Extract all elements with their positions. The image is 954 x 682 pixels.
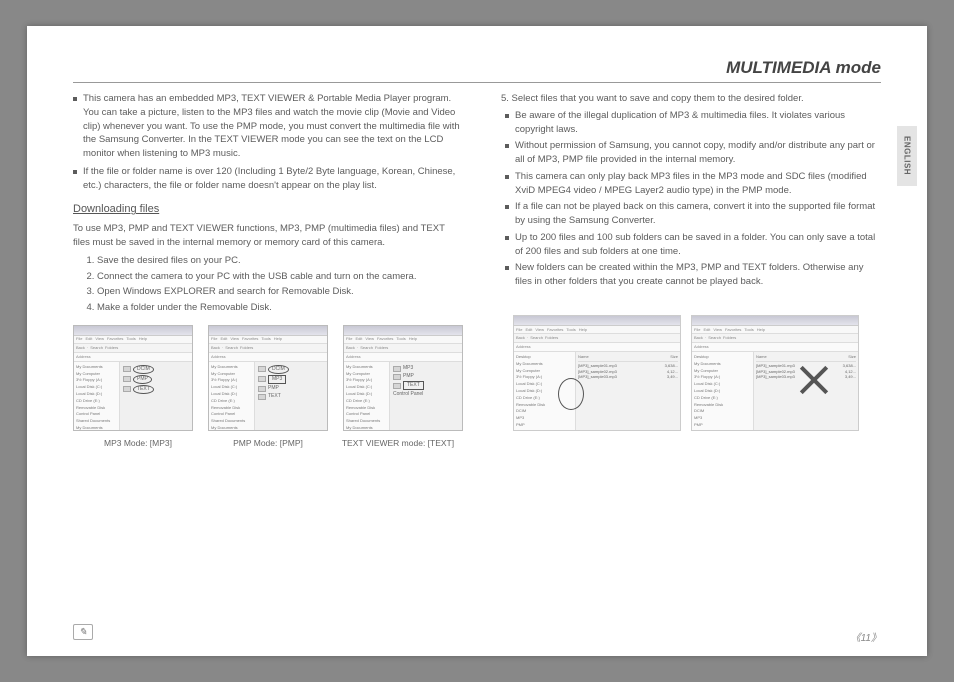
screenshot-captions: MP3 Mode: [MP3] PMP Mode: [PMP] TEXT VIE… bbox=[73, 437, 463, 449]
note: This camera can only play back MP3 files… bbox=[505, 170, 881, 198]
note-icon: ✎ bbox=[73, 624, 93, 640]
columns: This camera has an embedded MP3, TEXT VI… bbox=[73, 92, 881, 449]
note: Up to 200 files and 100 sub folders can … bbox=[505, 231, 881, 259]
note: Without permission of Samsung, you canno… bbox=[505, 139, 881, 167]
explorer-screenshot-2: FileEditViewFavoritesToolsHelp Back · Se… bbox=[208, 325, 328, 431]
steps-list: Save the desired files on your PC. Conne… bbox=[73, 254, 463, 315]
notes-bullets: Be aware of the illegal duplication of M… bbox=[491, 109, 881, 289]
lead-text: To use MP3, PMP and TEXT VIEWER function… bbox=[73, 222, 463, 250]
screenshot-row: FileEditViewFavoritesToolsHelp Back · Se… bbox=[73, 325, 463, 431]
step: Connect the camera to your PC with the U… bbox=[97, 270, 463, 284]
right-column: 5. Select files that you want to save an… bbox=[491, 92, 881, 449]
divider bbox=[73, 82, 881, 83]
step5: 5. Select files that you want to save an… bbox=[491, 92, 881, 106]
annotation-cross-icon bbox=[796, 362, 832, 398]
explorer-screenshot-5: FileEditViewFavoritesToolsHelp Back · Se… bbox=[691, 315, 859, 431]
page-title: MULTIMEDIA mode bbox=[726, 58, 881, 78]
explorer-screenshot-1: FileEditViewFavoritesToolsHelp Back · Se… bbox=[73, 325, 193, 431]
intro-item: This camera has an embedded MP3, TEXT VI… bbox=[73, 92, 463, 161]
note: If a file can not be played back on this… bbox=[505, 200, 881, 228]
explorer-screenshot-3: FileEditViewFavoritesToolsHelp Back · Se… bbox=[343, 325, 463, 431]
caption: TEXT VIEWER mode: [TEXT] bbox=[333, 437, 463, 449]
step: Open Windows EXPLORER and search for Rem… bbox=[97, 285, 463, 299]
step: Save the desired files on your PC. bbox=[97, 254, 463, 268]
left-column: This camera has an embedded MP3, TEXT VI… bbox=[73, 92, 463, 449]
intro-item: If the file or folder name is over 120 (… bbox=[73, 165, 463, 193]
note: New folders can be created within the MP… bbox=[505, 261, 881, 289]
explorer-screenshot-4: FileEditViewFavoritesToolsHelp Back · Se… bbox=[513, 315, 681, 431]
section-heading: Downloading files bbox=[73, 202, 463, 218]
language-tab: ENGLISH bbox=[897, 126, 917, 186]
page-number: 11 bbox=[851, 629, 881, 644]
intro-bullets: This camera has an embedded MP3, TEXT VI… bbox=[73, 92, 463, 192]
manual-page: MULTIMEDIA mode ENGLISH This camera has … bbox=[27, 26, 927, 656]
screenshot-row-2: FileEditViewFavoritesToolsHelp Back · Se… bbox=[491, 315, 881, 431]
note: Be aware of the illegal duplication of M… bbox=[505, 109, 881, 137]
caption: PMP Mode: [PMP] bbox=[203, 437, 333, 449]
step: Make a folder under the Removable Disk. bbox=[97, 301, 463, 315]
annotation-circle bbox=[558, 378, 584, 410]
caption: MP3 Mode: [MP3] bbox=[73, 437, 203, 449]
